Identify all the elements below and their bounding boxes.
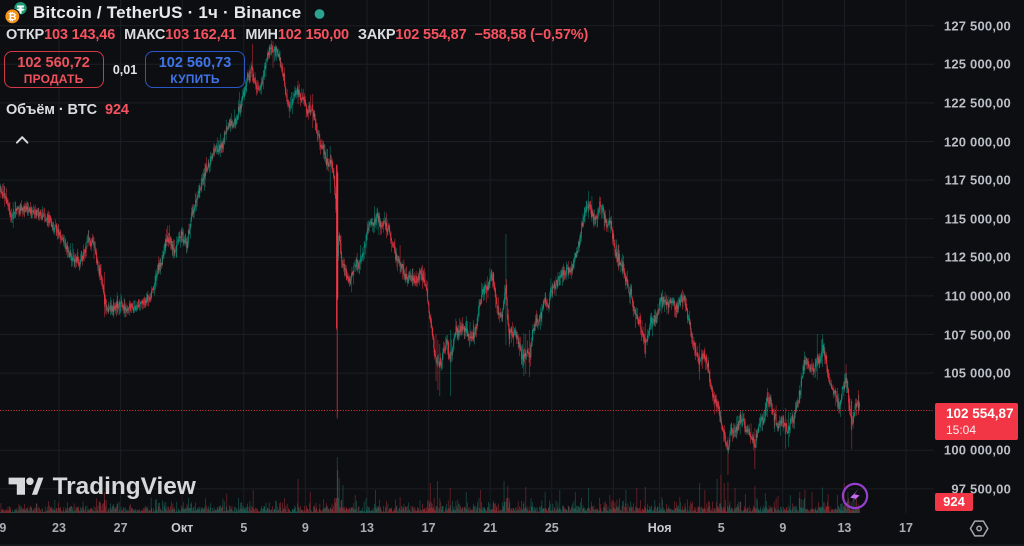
svg-text:₿: ₿ [8, 11, 17, 23]
